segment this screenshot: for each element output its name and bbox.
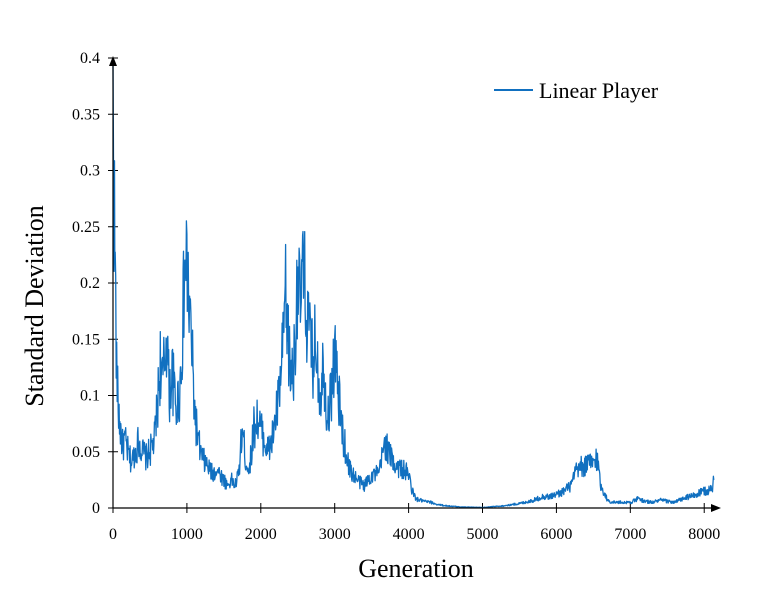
x-tick-label: 8000 [688,526,720,543]
y-tick-label: 0.3 [80,163,100,180]
x-tick-label: 1000 [171,526,203,543]
x-tick-label: 0 [109,526,117,543]
x-tick-label: 5000 [467,526,499,543]
y-tick-label: 0.2 [80,275,100,292]
x-tick-label: 7000 [614,526,646,543]
x-tick-label: 2000 [245,526,277,543]
y-tick-label: 0.4 [80,50,100,67]
x-axis-ticks: 0 1000 2000 3000 4000 5000 6000 7000 8000 [109,503,720,543]
x-tick-label: 6000 [540,526,572,543]
legend: Linear Player [494,78,659,103]
y-axis-ticks: 0 0.05 0.1 0.15 0.2 0.25 0.3 0.35 0.4 [72,50,118,517]
x-tick-label: 3000 [319,526,351,543]
legend-label-linear-player: Linear Player [539,78,659,103]
x-axis-arrow [711,504,721,512]
y-axis-arrow [109,56,117,66]
series-line-linear-player [112,63,715,509]
y-tick-label: 0 [92,500,100,517]
y-tick-label: 0.05 [72,444,100,461]
y-tick-label: 0.1 [80,388,100,405]
x-tick-label: 4000 [393,526,425,543]
series-layer [112,63,715,509]
y-tick-label: 0.15 [72,331,100,348]
x-axis-title: Generation [358,554,474,583]
y-tick-label: 0.25 [72,219,100,236]
y-tick-label: 0.35 [72,106,100,123]
y-axis-title: Standard Deviation [20,205,49,406]
